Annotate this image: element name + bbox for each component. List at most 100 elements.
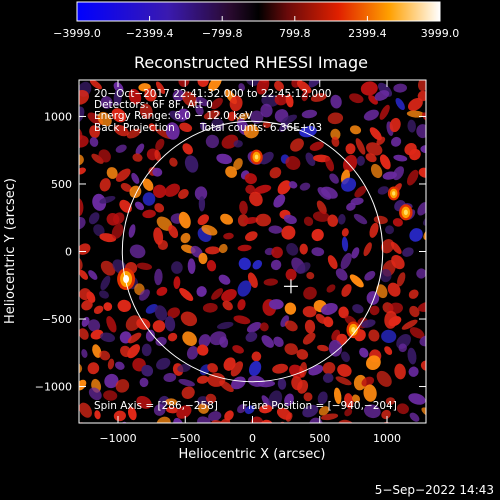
ripple-blob [327,214,339,227]
ripple-blob [363,109,379,121]
ripple-blob [79,155,80,168]
ripple-blob [89,137,99,147]
ripple-blob [277,378,287,390]
ripple-blob [221,289,237,302]
ripple-blob [218,243,228,254]
ripple-blob [385,397,396,406]
bright-source-core [403,209,408,216]
ripple-blob [79,167,86,175]
ripple-blob [260,103,273,118]
ripple-blob [203,110,221,120]
ripple-blob [302,332,316,345]
ripple-blob [63,81,76,94]
ripple-blob [153,227,164,245]
ripple-blob [286,243,299,256]
ripple-blob [273,336,284,347]
ripple-blob [237,244,252,252]
ripple-blob [64,194,79,211]
ripple-blob [296,80,312,94]
ripple-blob [172,89,185,102]
ripple-blob [79,269,89,280]
ripple-blob [100,332,115,343]
ripple-blob [90,329,104,340]
ripple-blob [156,286,168,296]
ripple-blob [169,157,178,167]
ripple-blob [233,140,243,148]
ripple-blob [208,80,222,92]
ripple-blob [379,154,391,170]
colorbar-tick-label: 2399.4 [348,27,387,40]
ripple-blob [353,374,367,391]
ripple-blob [268,299,284,310]
ripple-blob [409,148,421,161]
ripple-blob [365,153,377,163]
ripple-blob [333,387,342,405]
ripple-blob [230,361,244,377]
ripple-blob [113,82,124,93]
ripple-blob [269,167,282,179]
ripple-blob [152,167,163,177]
ripple-blob [173,276,181,289]
ripple-blob [243,217,259,224]
ripple-blob [141,343,152,357]
spin-axis-label: Spin Axis = [286,−258] [94,400,218,412]
ripple-blob [98,149,111,163]
ripple-blob [296,262,311,274]
colorbar-tick-label: −799.8 [202,27,243,40]
ripple-blob [206,260,217,272]
ripple-blob [361,319,376,328]
colorbar-tick-label: 799.8 [279,27,311,40]
ripple-blob [127,344,141,359]
ripple-blob [299,182,311,191]
colorbar-ticks: −3999.0 −2399.4 −799.8 799.8 2399.4 3999.0 [53,16,459,40]
ripple-blob [94,410,101,420]
x-axis-title: Heliocentric X (arcsec) [179,447,326,462]
ripple-blob [302,306,317,318]
ripple-blob [104,373,119,389]
ripple-blob [263,278,278,286]
ripple-blob [79,402,92,418]
ripple-blob [261,335,274,348]
ripple-blob [61,273,80,292]
ripple-blob [178,211,191,229]
ripple-blob [88,212,100,225]
ripple-blob [231,376,246,390]
y-tick-label: 500 [51,178,72,191]
ripple-blob [107,358,115,370]
ripple-blob [317,344,329,352]
ripple-blob [389,117,401,133]
ripple-blob [323,316,334,328]
ripple-blob [377,186,389,195]
ripple-blob [261,94,280,107]
ripple-blob [79,217,86,230]
method-label: Back Projection [94,122,175,134]
ripple-blob [259,151,274,165]
ripple-blob [337,363,352,377]
ripple-blob [345,143,356,155]
ripple-blob [381,409,391,420]
ripple-blob [390,59,404,73]
ripple-blob [402,247,414,257]
ripple-blob [254,184,272,194]
ripple-blob [237,404,247,414]
ripple-blob [408,366,419,377]
ripple-blob [341,351,350,363]
ripple-blob [246,80,260,86]
y-tick-label: −1000 [35,381,72,394]
ripple-blob [92,193,107,211]
solar-limb [121,120,384,383]
ripple-blob [306,271,315,280]
ripple-blob [89,125,100,139]
ripple-blob [284,393,294,407]
ripple-blob [299,243,308,255]
ripple-blob [144,88,157,102]
ripple-blob [363,384,377,402]
ripple-blob [335,268,348,281]
flare-position-label: Flare Position = [−940,−204] [242,400,397,412]
ripple-blob [237,299,246,311]
ripple-blob [205,246,221,255]
ripple-blob [165,122,180,140]
ripple-blob [115,144,127,153]
ripple-blob [195,104,204,116]
ripple-blob [369,127,382,141]
